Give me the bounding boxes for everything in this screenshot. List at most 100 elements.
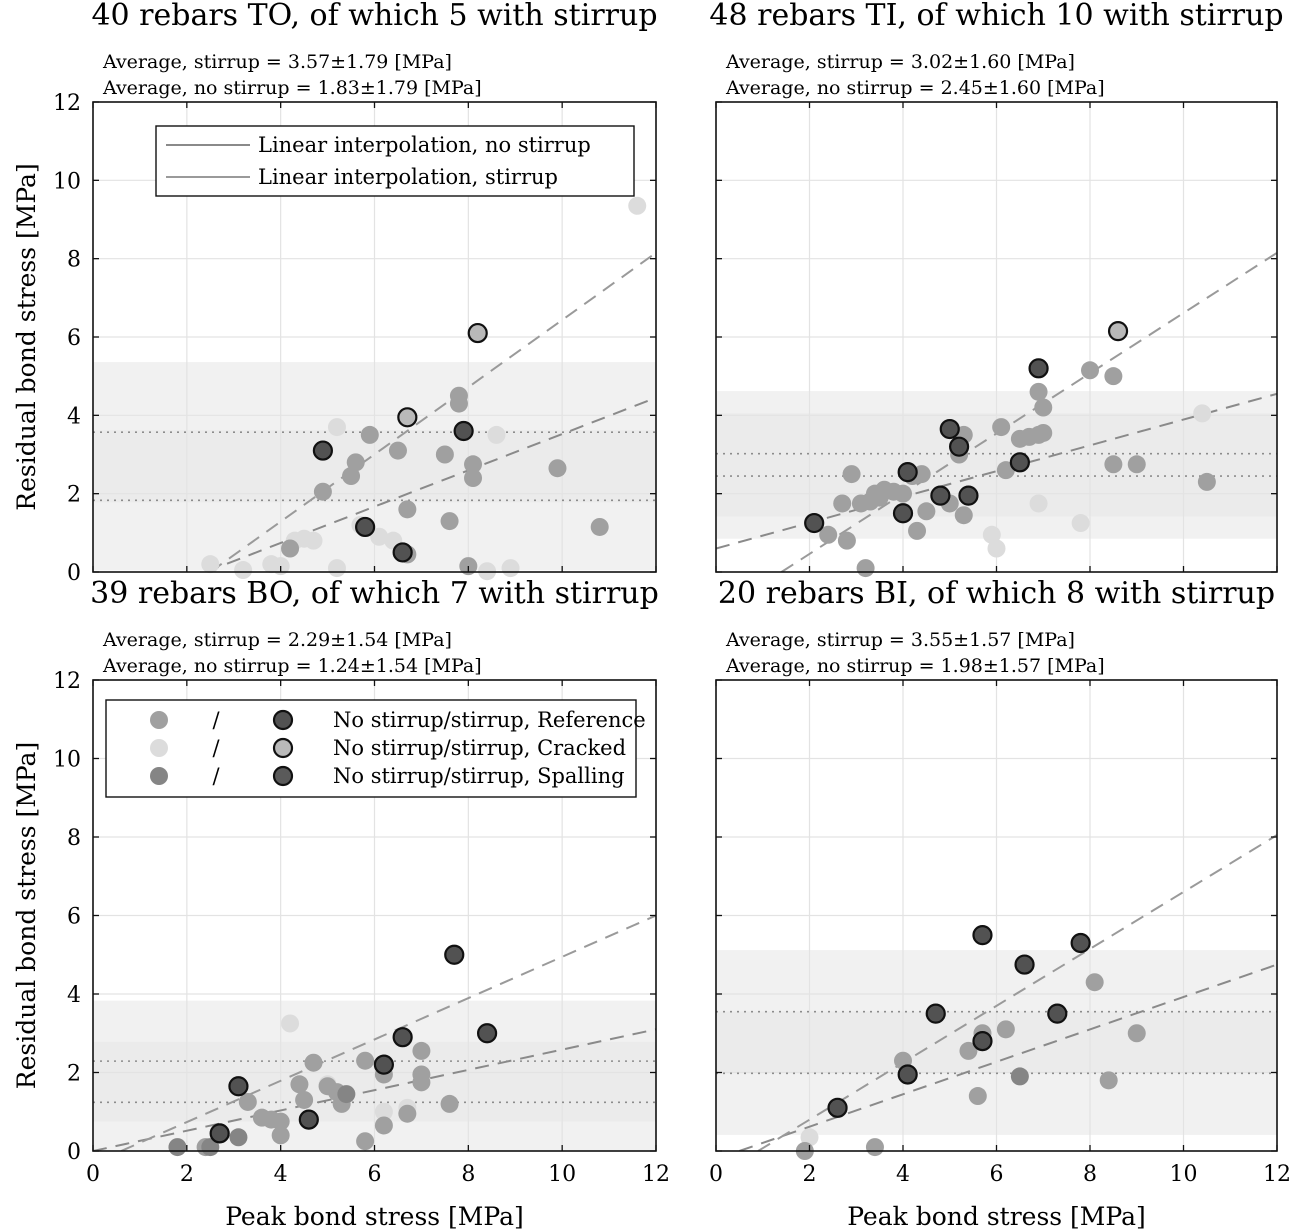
- x-tick-label: 12: [642, 1162, 670, 1187]
- y-tick-label: 10: [53, 169, 81, 194]
- data-point: [201, 555, 220, 574]
- legend-label-no-stirrup: Linear interpolation, no stirrup: [258, 133, 591, 157]
- data-point: [449, 394, 468, 413]
- data-point: [996, 1020, 1015, 1039]
- panel-title: 39 rebars BO, of which 7 with stirrup: [90, 576, 659, 611]
- data-point-stirrup: [892, 503, 914, 524]
- data-point: [865, 1138, 884, 1157]
- fit-line-no-stirrup: [93, 1028, 656, 1151]
- x-tick-label: 10: [548, 1162, 576, 1187]
- x-tick-label: 2: [180, 1162, 194, 1187]
- data-point: [168, 1138, 187, 1157]
- data-point: [1034, 423, 1053, 442]
- y-tick-label: 2: [67, 483, 81, 508]
- data-point-stirrup: [972, 925, 993, 946]
- data-point: [548, 459, 567, 478]
- data-point: [590, 517, 609, 536]
- data-points: [168, 944, 498, 1157]
- data-point: [281, 1014, 300, 1033]
- data-point: [1085, 973, 1104, 992]
- data-point: [440, 512, 459, 531]
- subtitle-no-stirrup: Average, no stirrup = 1.98±1.57 [MPa]: [725, 655, 1105, 677]
- x-tick-label: 8: [1083, 1162, 1097, 1187]
- data-point: [1193, 404, 1212, 423]
- data-point-stirrup: [1107, 321, 1129, 342]
- data-point: [1010, 1067, 1029, 1086]
- legend-label-stirrup: Linear interpolation, stirrup: [258, 165, 558, 189]
- data-point: [1029, 494, 1048, 513]
- data-point: [238, 1092, 257, 1111]
- data-point: [1127, 1024, 1146, 1043]
- legend-marker-stirrup: [272, 737, 294, 759]
- data-point-stirrup: [972, 1030, 993, 1052]
- data-point: [356, 1051, 375, 1070]
- x-axis-label: Peak bond stress [MPa]: [847, 1202, 1146, 1231]
- x-tick-label: 6: [368, 1162, 382, 1187]
- fit-line-stirrup: [757, 834, 1277, 1151]
- data-points: [804, 321, 1216, 578]
- panel-title: 40 rebars TO, of which 5 with stirrup: [91, 0, 657, 33]
- data-point-stirrup: [1070, 932, 1091, 954]
- data-point-stirrup: [1009, 452, 1030, 473]
- data-point: [435, 445, 454, 464]
- data-point: [1081, 361, 1099, 380]
- y-axis-label: Residual bond stress [MPa]: [12, 163, 41, 510]
- data-point: [337, 1085, 356, 1104]
- fit-line-no-stirrup: [205, 396, 656, 572]
- data-point: [908, 521, 927, 540]
- data-point: [968, 1087, 987, 1106]
- x-tick-label: 4: [274, 1162, 288, 1187]
- x-tick-label: 8: [461, 1162, 475, 1187]
- data-point: [833, 494, 852, 513]
- data-point: [356, 1132, 375, 1151]
- data-point: [959, 1041, 978, 1060]
- data-point: [374, 1102, 393, 1121]
- data-point: [295, 1090, 314, 1109]
- data-point: [281, 539, 300, 558]
- data-point-stirrup: [930, 485, 951, 506]
- data-point: [917, 502, 936, 521]
- legend-slash: /: [212, 708, 220, 732]
- data-point: [954, 506, 973, 525]
- data-point: [501, 559, 520, 578]
- fit-line-stirrup: [120, 914, 656, 1151]
- legend-marker-no-stirrup: [150, 711, 168, 729]
- data-point: [360, 425, 379, 444]
- x-tick-label: 10: [1170, 1162, 1198, 1187]
- chart-panel-1: 40 rebars TO, of which 5 with stirrup Ave…: [12, 0, 658, 586]
- legend-box: [155, 125, 635, 197]
- data-point-stirrup: [897, 462, 918, 483]
- subtitle-stirrup: Average, stirrup = 3.55±1.57 [MPa]: [725, 629, 1075, 651]
- data-point-stirrup: [209, 1123, 230, 1144]
- x-tick-label: 0: [86, 1162, 100, 1187]
- fit-line-no-stirrup: [739, 963, 1277, 1151]
- data-point: [234, 561, 253, 580]
- subtitle-stirrup: Average, stirrup = 3.02±1.60 [MPa]: [725, 51, 1075, 73]
- data-point: [412, 1041, 431, 1060]
- data-point: [987, 539, 1006, 558]
- legend-label-spalling: No stirrup/stirrup, Spalling: [333, 764, 625, 788]
- data-point: [842, 465, 861, 484]
- data-point: [327, 418, 346, 437]
- data-point: [1104, 455, 1123, 474]
- data-point: [304, 1053, 323, 1072]
- data-point: [229, 1128, 248, 1147]
- legend-box: [105, 699, 637, 798]
- data-point: [800, 1128, 819, 1147]
- legend-markers: / No stirrup/stirrup, Reference / No stirru…: [105, 699, 646, 798]
- y-tick-label: 10: [53, 748, 81, 773]
- x-tick-label: 12: [1263, 1162, 1291, 1187]
- data-point: [487, 425, 506, 444]
- subtitle-stirrup: Average, stirrup = 3.57±1.79 [MPa]: [102, 51, 452, 73]
- data-point: [327, 559, 346, 578]
- data-point: [856, 559, 875, 578]
- x-axis-label: Peak bond stress [MPa]: [225, 1202, 524, 1231]
- chart-panel-2: 48 rebars TI, of which 10 with stirrup Av…: [709, 0, 1284, 578]
- data-point: [1034, 398, 1053, 417]
- legend-marker-stirrup: [272, 765, 294, 787]
- y-tick-label: 8: [67, 248, 81, 273]
- data-point: [819, 525, 838, 544]
- data-point: [271, 1112, 290, 1131]
- data-point-stirrup: [298, 1109, 319, 1130]
